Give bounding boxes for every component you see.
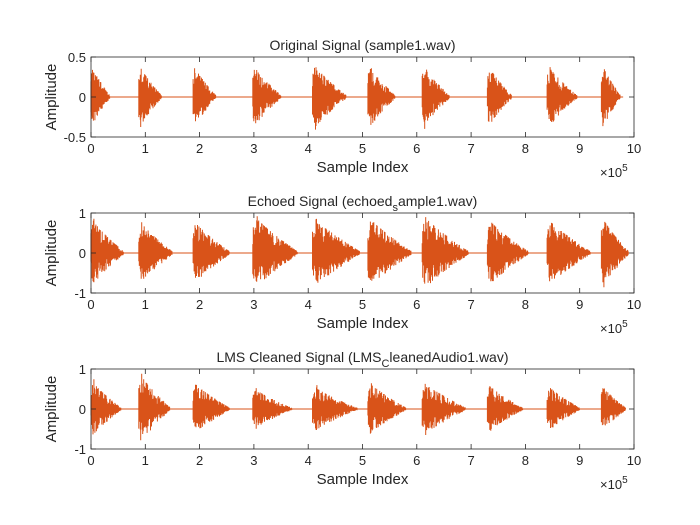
subplot-title: Original Signal (sample1.wav) [270,37,456,53]
waveform-segment-9 [546,67,578,122]
waveform-segment-3 [192,68,217,122]
x-tick-label: 4 [305,297,312,312]
x-tick-label: 3 [250,141,257,156]
waveform-segment-10 [600,388,626,426]
x-tick-label: 1 [142,141,149,156]
x-tick-label: 0 [87,141,94,156]
x-tick-label: 5 [359,453,366,468]
subplot-title: Echoed Signal (echoedsample1.wav) [248,193,478,214]
title-main: Original Signal (sample1.wav) [270,37,456,53]
title-rest: ample1.wav) [398,193,477,209]
waveform-segment-7 [421,217,469,284]
waveform-segment-8 [486,222,529,282]
y-tick-label: -1 [74,442,86,457]
x-tick-label: 5 [359,297,366,312]
title-subscript: C [381,358,389,370]
y-tick-label: -0.5 [64,130,86,145]
x-tick-label: 6 [413,453,420,468]
x-tick-label: 4 [305,453,312,468]
x-exponent-power: 5 [622,319,628,330]
subplot-title: LMS Cleaned Signal (LMSCleanedAudio1.wav… [216,349,508,370]
y-tick-label: 0.5 [68,50,86,65]
x-tick-label: 9 [576,297,583,312]
waveform-segment-2 [138,68,162,127]
waveform-segment-2 [138,373,171,441]
x-axis-label: Sample Index [317,471,409,488]
waveform-segment-4 [252,69,282,124]
x-tick-label: 1 [142,297,149,312]
x-exponent-power: 5 [622,475,628,486]
waveform-segment-9 [546,388,580,428]
y-axis-label: Amplitude [43,376,60,443]
x-exponent-label: ×105 [600,163,628,180]
x-exponent-label: ×105 [600,319,628,336]
x-tick-label: 10 [627,453,641,468]
waveform-segment-6 [367,221,412,281]
waveform-segment-10 [600,69,621,127]
x-tick-label: 8 [522,141,529,156]
waveform-segment-3 [192,225,230,278]
x-tick-label: 4 [305,141,312,156]
y-tick-label: 0 [79,402,86,417]
x-tick-label: 9 [576,453,583,468]
x-exponent-base: ×10 [600,321,622,336]
x-exponent-base: ×10 [600,165,622,180]
y-tick-label: 0 [79,90,86,105]
waveform-segment-4 [252,216,298,282]
y-tick-label: 1 [79,362,86,377]
title-main: Echoed Signal (echoed [248,193,393,209]
waveform-segment-4 [252,388,293,429]
waveform-segment-5 [312,385,358,430]
y-tick-label: 1 [79,206,86,221]
x-tick-label: 2 [196,141,203,156]
x-tick-label: 0 [87,297,94,312]
waveform-segment-5 [312,67,347,130]
waveform-segment-6 [367,383,407,434]
waveform-segment-7 [421,383,466,435]
x-tick-label: 7 [467,297,474,312]
x-tick-label: 0 [87,453,94,468]
x-tick-label: 2 [196,453,203,468]
title-rest: leanedAudio1.wav) [389,349,508,365]
waveform-segment-8 [486,72,512,122]
title-main: LMS Cleaned Signal (LMS [216,349,381,365]
x-exponent-base: ×10 [600,477,622,492]
waveform-segment-3 [192,384,230,429]
title-subscript: s [392,202,398,214]
waveform-segment-7 [421,69,450,129]
x-exponent-label: ×105 [600,475,628,492]
y-tick-label: -1 [74,286,86,301]
y-axis-label: Amplitude [43,64,60,131]
waveform-segment-5 [312,218,360,283]
x-tick-label: 2 [196,297,203,312]
y-tick-label: 0 [79,246,86,261]
waveform-segment-6 [367,68,396,125]
x-tick-label: 9 [576,141,583,156]
x-tick-label: 6 [413,141,420,156]
x-axis-label: Sample Index [317,315,409,332]
x-tick-label: 3 [250,297,257,312]
waveform-segment-8 [486,386,524,431]
x-tick-label: 1 [142,453,149,468]
y-axis-label: Amplitude [43,220,60,287]
x-tick-label: 8 [522,453,529,468]
x-tick-label: 6 [413,297,420,312]
x-tick-label: 3 [250,453,257,468]
x-tick-label: 5 [359,141,366,156]
x-exponent-power: 5 [622,163,628,174]
x-tick-label: 7 [467,453,474,468]
x-tick-label: 10 [627,141,641,156]
x-axis-label: Sample Index [317,159,409,176]
waveform-segment-2 [138,222,173,279]
waveform-segment-9 [546,222,591,282]
waveform-segment-10 [600,221,629,288]
x-tick-label: 10 [627,297,641,312]
x-tick-label: 7 [467,141,474,156]
x-tick-label: 8 [522,297,529,312]
